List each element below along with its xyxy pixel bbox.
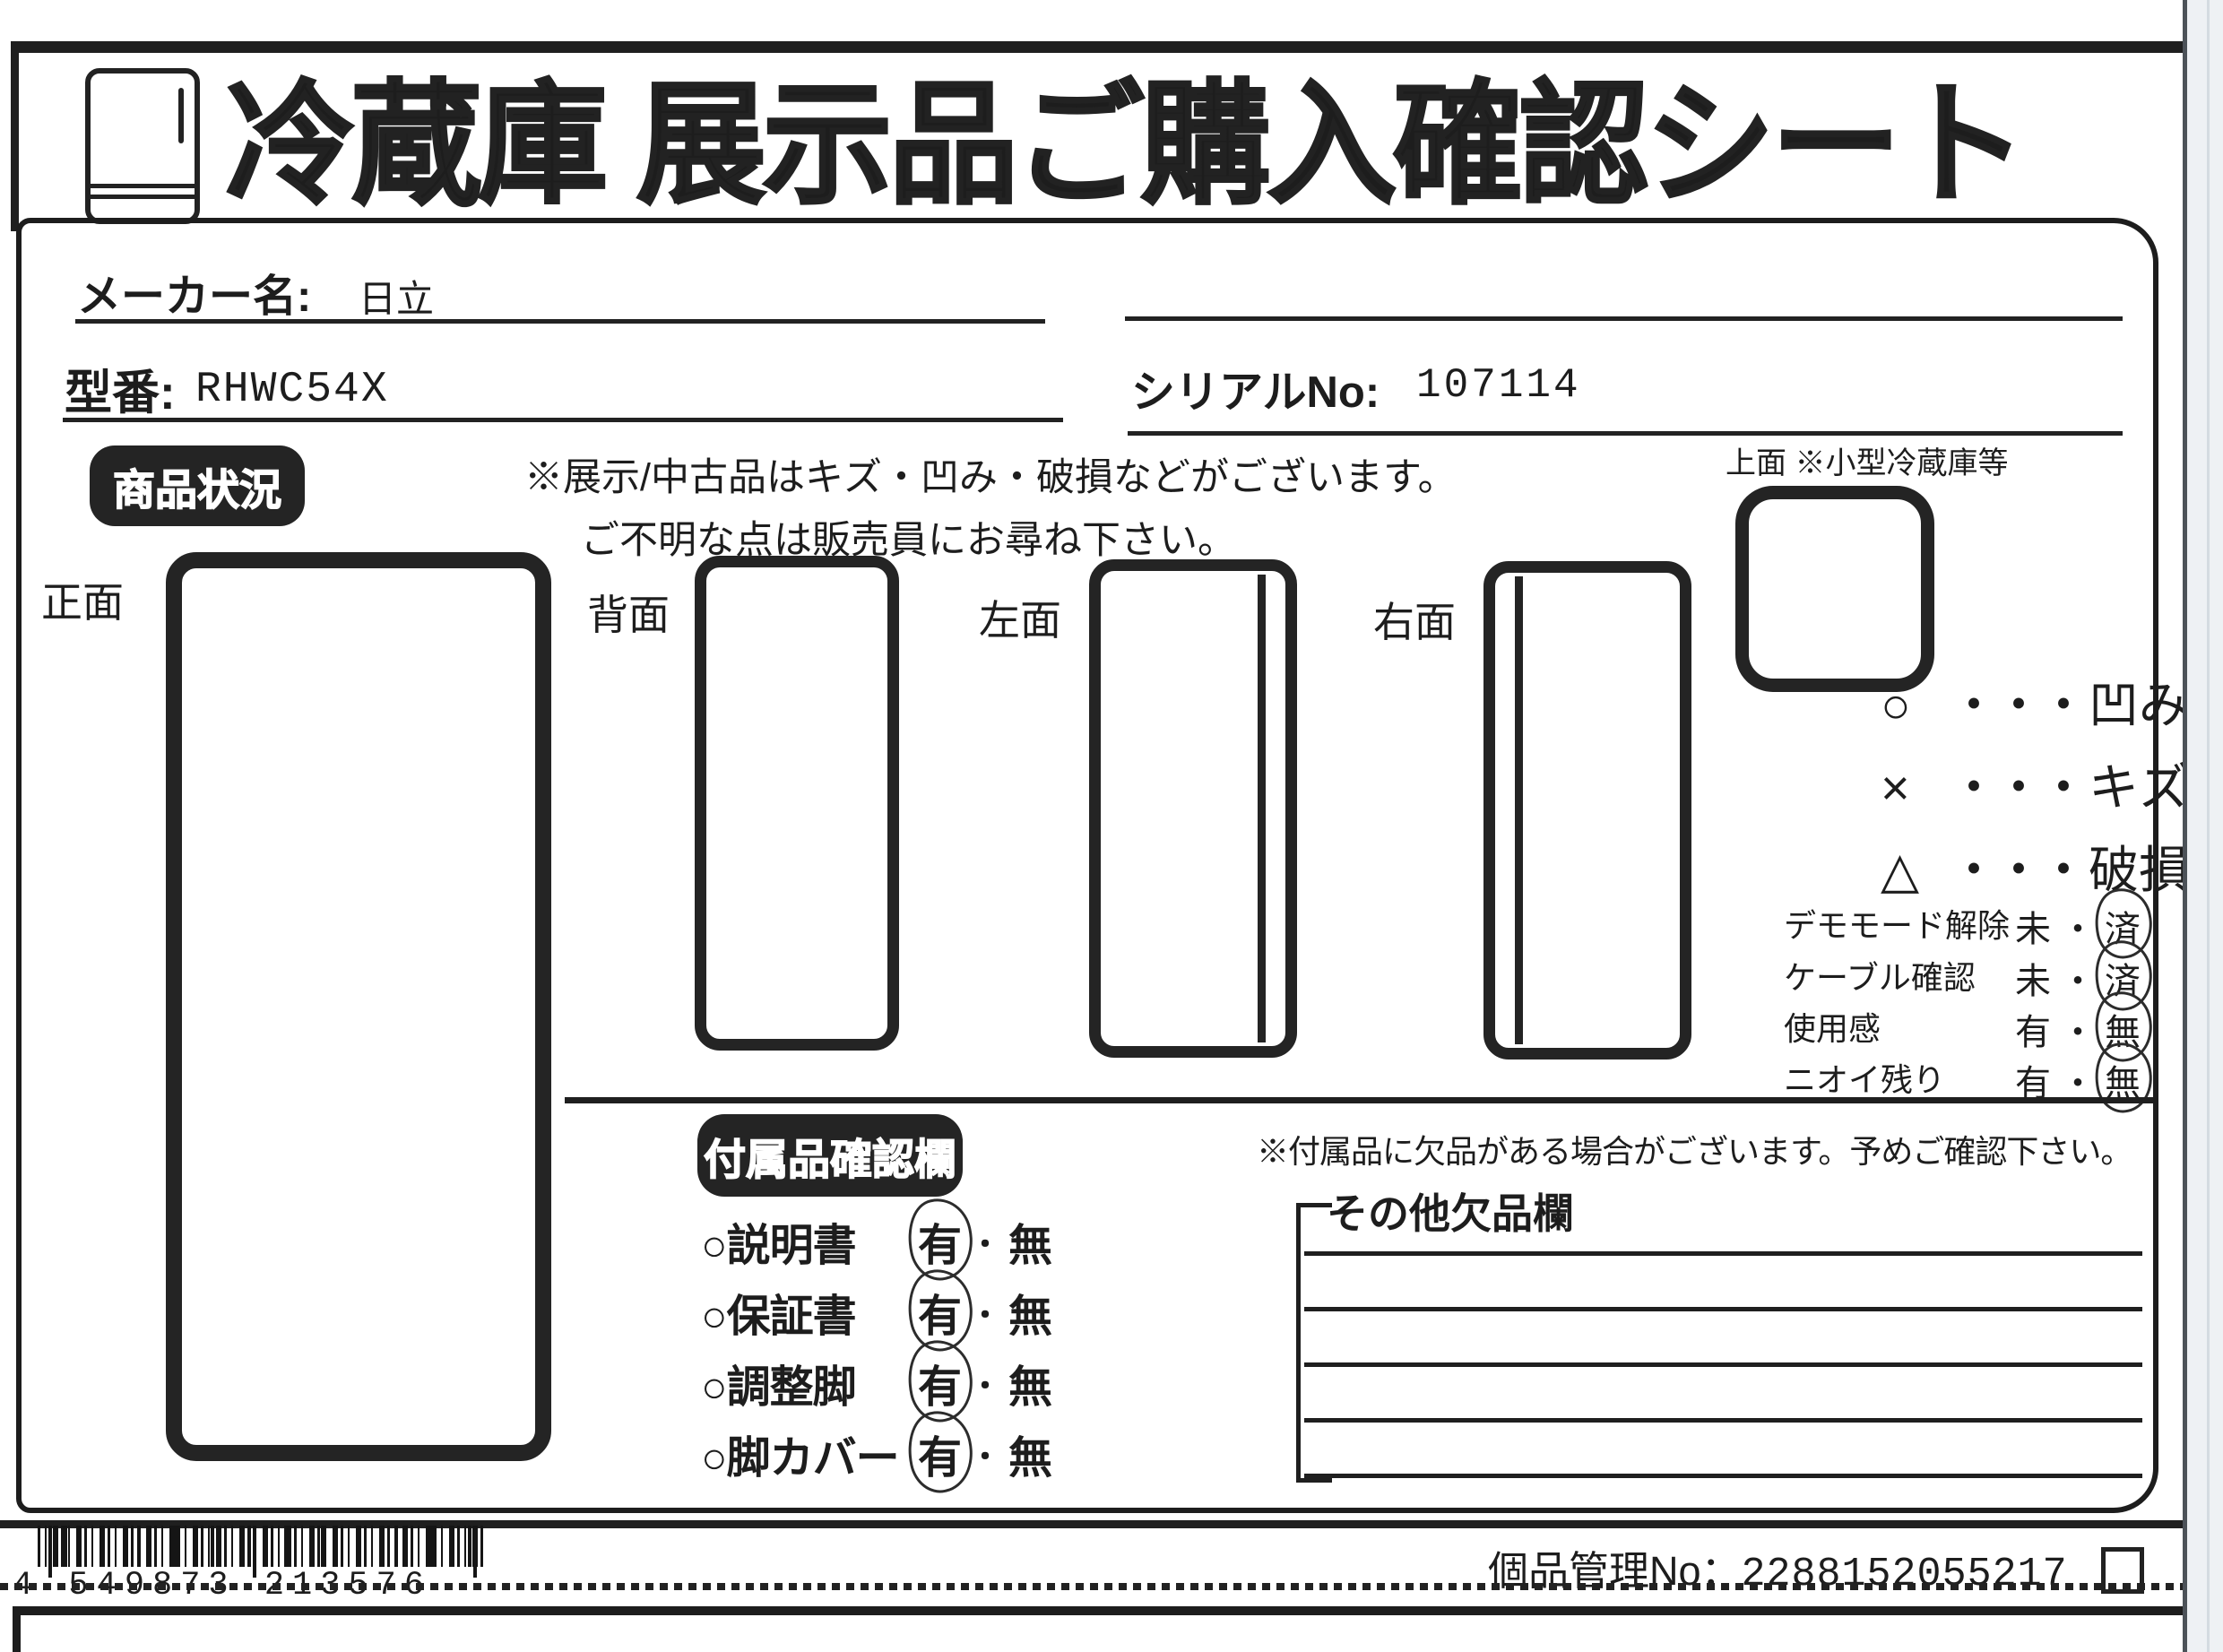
- accessory-foot-cover-options: 有・無: [918, 1423, 1052, 1486]
- option-present[interactable]: 有: [918, 1281, 962, 1345]
- bracket-line: [1296, 1203, 1332, 1207]
- legend-scratch-text: キズ: [2089, 759, 2189, 816]
- option-present[interactable]: 有: [2015, 1013, 2051, 1052]
- perforation-dotted-line: [0, 1583, 2183, 1590]
- accessory-warranty-options: 有・無: [918, 1281, 1052, 1345]
- back-face-label: 背面: [587, 592, 670, 638]
- left-face-diagram: [1089, 559, 1297, 1058]
- model-underline: [63, 418, 1063, 422]
- check-cable-label: ケーブル確認: [1784, 959, 1976, 996]
- next-section-title: 【販売担当者記入欄】: [47, 1628, 945, 1652]
- item-control-value: 2288152055217: [1741, 1552, 2068, 1597]
- accessories-note: ※付属品に欠品がある場合がございます。予めご確認下さい。: [1257, 1133, 2132, 1170]
- writing-line: [1304, 1418, 2142, 1423]
- cross-symbol: ×: [1881, 759, 1910, 816]
- barcode-guard-bar: [253, 1526, 256, 1578]
- accessories-badge: 付属品確認欄: [697, 1114, 963, 1197]
- scan-background-strip: [2187, 0, 2223, 1652]
- bracket-line: [1296, 1203, 1301, 1483]
- sheet-left-border: [11, 41, 19, 231]
- serial-number-label: シリアルNo:: [1131, 368, 1380, 417]
- accessory-foot-cover-label: ○脚カバー: [701, 1434, 900, 1483]
- legend-dent-text: 凹み: [2089, 677, 2189, 733]
- scan-page-edge: [2183, 0, 2187, 1652]
- bracket-line: [1296, 1478, 1332, 1483]
- fridge-handle-mark: [178, 88, 184, 143]
- circle-symbol: ○: [1881, 677, 1911, 733]
- writing-line: [1304, 1307, 2142, 1311]
- next-section-box: 【販売担当者記入欄】: [13, 1606, 2183, 1652]
- check-usage-feel-label: 使用感: [1784, 1010, 1881, 1047]
- back-face-diagram: [695, 556, 899, 1051]
- scan-artifact-line: [2207, 0, 2210, 1652]
- accessory-manual-options: 有・無: [918, 1210, 1052, 1274]
- writing-line: [1304, 1474, 2142, 1478]
- option-present[interactable]: 有: [918, 1352, 962, 1415]
- maker-underline-right: [1125, 316, 2123, 321]
- option-not-done[interactable]: 未: [2015, 962, 2051, 1001]
- option-absent[interactable]: 無: [1008, 1363, 1052, 1412]
- section-divider: [565, 1097, 2153, 1103]
- model-number-label: 型番:: [65, 367, 176, 419]
- option-present[interactable]: 有: [2015, 1064, 2051, 1103]
- refrigerator-icon: [85, 68, 200, 224]
- accessory-manual-label: ○説明書: [701, 1222, 857, 1270]
- serial-number-value: 107114: [1416, 362, 1581, 409]
- fridge-divider-line: [91, 184, 195, 188]
- front-face-label: 正面: [41, 579, 124, 626]
- check-demo-mode-label: デモモード解除: [1784, 907, 2011, 944]
- accessory-warranty-label: ○保証書: [701, 1293, 857, 1341]
- door-edge-line: [1258, 575, 1266, 1042]
- option-absent[interactable]: 無: [1008, 1222, 1052, 1270]
- condition-note-line2: ご不明な点は販売員にお尋ね下さい。: [581, 519, 1236, 562]
- top-face-label: 上面 ※小型冷蔵庫等: [1726, 446, 2009, 480]
- maker-name-value: 日立: [359, 278, 435, 320]
- option-absent[interactable]: 無: [1008, 1434, 1052, 1483]
- footer-checkbox[interactable]: [2101, 1547, 2144, 1594]
- right-face-label: 右面: [1373, 599, 1456, 645]
- option-absent[interactable]: 無: [2105, 1054, 2141, 1106]
- other-missing-items-label: その他欠品欄: [1327, 1190, 1574, 1237]
- fridge-divider-line: [91, 195, 195, 199]
- main-form-box: [16, 218, 2158, 1513]
- writing-line: [1304, 1362, 2142, 1367]
- barcode: [38, 1526, 486, 1578]
- option-absent[interactable]: 無: [1008, 1293, 1052, 1341]
- maker-name-label: メーカー名:: [77, 272, 312, 321]
- front-face-diagram: [166, 552, 551, 1461]
- check-odor-label: ニオイ残り: [1784, 1061, 1946, 1098]
- left-face-label: 左面: [979, 597, 1061, 644]
- page-title: 冷蔵庫 展示品ご購入確認シート: [225, 69, 2028, 221]
- option-present[interactable]: 有: [918, 1423, 962, 1486]
- door-edge-line: [1515, 576, 1523, 1044]
- legend-dent: ○ ・・・ 凹み: [1881, 677, 2189, 733]
- serial-underline: [1128, 431, 2123, 436]
- option-not-done[interactable]: 未: [2015, 910, 2051, 949]
- condition-note-line1: ※展示/中古品はキズ・凹み・破損などがございます。: [524, 456, 1457, 499]
- legend-scratch: × ・・・ キズ: [1881, 759, 2189, 816]
- check-odor-options: 有・無: [2015, 1054, 2141, 1106]
- footer-border-line: [0, 1520, 2183, 1528]
- triangle-symbol: △: [1881, 842, 1920, 898]
- writing-line: [1304, 1251, 2142, 1256]
- model-number-value: RHWC54X: [195, 366, 389, 414]
- right-face-diagram: [1483, 561, 1691, 1060]
- product-condition-badge: 商品状況: [90, 445, 305, 526]
- check-cable-options: 未・済: [2015, 952, 2141, 1004]
- accessory-leveling-feet-options: 有・無: [918, 1352, 1052, 1415]
- accessory-leveling-feet-label: ○調整脚: [701, 1363, 857, 1412]
- option-present[interactable]: 有: [918, 1210, 962, 1274]
- legend-damage-text: 破損: [2089, 842, 2189, 898]
- maker-underline: [75, 319, 1045, 324]
- legend-damage: △ ・・・ 破損: [1881, 842, 2189, 898]
- sheet-top-border: [11, 41, 2184, 53]
- top-face-diagram: [1735, 486, 1934, 692]
